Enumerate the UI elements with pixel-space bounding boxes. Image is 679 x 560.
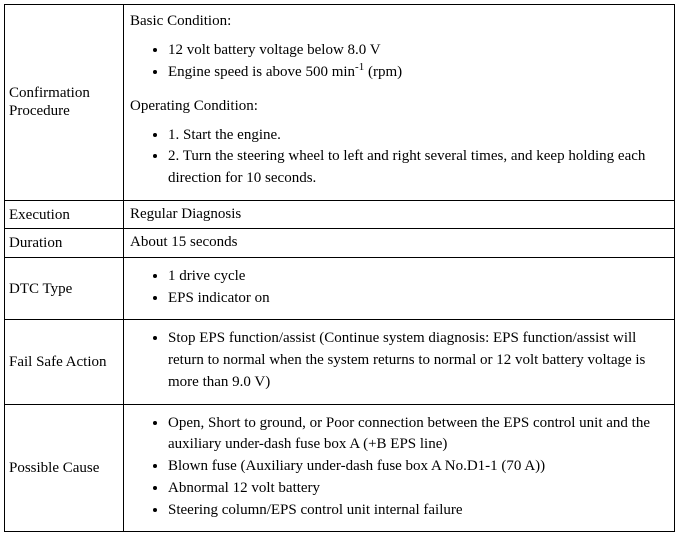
row-label-fail-safe: Fail Safe Action xyxy=(5,320,124,404)
duration-value: About 15 seconds xyxy=(130,231,670,255)
table-row: Execution Regular Diagnosis xyxy=(5,200,675,229)
row-content-dtc-type: 1 drive cycle EPS indicator on xyxy=(124,257,675,320)
row-label-duration: Duration xyxy=(5,229,124,258)
list-item: 1 drive cycle xyxy=(168,266,670,288)
list-item: 1. Start the engine. xyxy=(168,125,670,147)
table-row: Possible Cause Open, Short to ground, or… xyxy=(5,404,675,532)
operating-condition-list: 1. Start the engine. 2. Turn the steerin… xyxy=(130,125,670,190)
row-label-possible-cause: Possible Cause xyxy=(5,404,124,532)
row-label-execution: Execution xyxy=(5,200,124,229)
table-row: Duration About 15 seconds xyxy=(5,229,675,258)
basic-condition-heading: Basic Condition: xyxy=(130,7,670,34)
row-label-confirmation: Confirmation Procedure xyxy=(5,5,124,201)
fail-safe-list: Stop EPS function/assist (Continue syste… xyxy=(130,328,670,393)
list-item: 2. Turn the steering wheel to left and r… xyxy=(168,146,670,190)
list-item: Blown fuse (Auxiliary under-dash fuse bo… xyxy=(168,456,670,478)
list-item: Open, Short to ground, or Poor connectio… xyxy=(168,413,670,457)
list-item: 12 volt battery voltage below 8.0 V xyxy=(168,40,670,62)
list-item: EPS indicator on xyxy=(168,288,670,310)
list-item: Engine speed is above 500 min-1 (rpm) xyxy=(168,62,670,84)
row-content-execution: Regular Diagnosis xyxy=(124,200,675,229)
row-content-possible-cause: Open, Short to ground, or Poor connectio… xyxy=(124,404,675,532)
diagnostic-table: Confirmation Procedure Basic Condition: … xyxy=(4,4,675,532)
operating-condition-heading: Operating Condition: xyxy=(130,92,670,119)
table-row: Fail Safe Action Stop EPS function/assis… xyxy=(5,320,675,404)
list-item: Steering column/EPS control unit interna… xyxy=(168,500,670,522)
list-item: Stop EPS function/assist (Continue syste… xyxy=(168,328,670,393)
execution-value: Regular Diagnosis xyxy=(130,203,670,227)
list-item: Abnormal 12 volt battery xyxy=(168,478,670,500)
row-content-confirmation: Basic Condition: 12 volt battery voltage… xyxy=(124,5,675,201)
row-content-duration: About 15 seconds xyxy=(124,229,675,258)
row-label-dtc-type: DTC Type xyxy=(5,257,124,320)
possible-cause-list: Open, Short to ground, or Poor connectio… xyxy=(130,413,670,522)
table-row: Confirmation Procedure Basic Condition: … xyxy=(5,5,675,201)
basic-condition-list: 12 volt battery voltage below 8.0 V Engi… xyxy=(130,40,670,84)
dtc-type-list: 1 drive cycle EPS indicator on xyxy=(130,266,670,310)
table-row: DTC Type 1 drive cycle EPS indicator on xyxy=(5,257,675,320)
row-content-fail-safe: Stop EPS function/assist (Continue syste… xyxy=(124,320,675,404)
